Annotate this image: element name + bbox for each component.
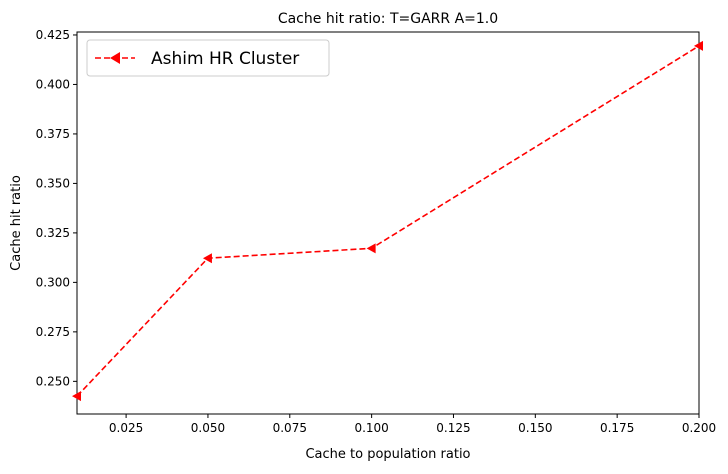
- x-tick-label: 0.125: [436, 421, 470, 435]
- legend-marker-icon: [110, 52, 120, 64]
- data-point-marker: [366, 243, 376, 254]
- data-point-marker: [202, 253, 212, 264]
- chart-title: Cache hit ratio: T=GARR A=1.0: [278, 11, 498, 27]
- x-tick-label: 0.075: [273, 421, 307, 435]
- y-tick-label: 0.300: [36, 275, 70, 289]
- x-tick-label: 0.200: [682, 421, 716, 435]
- series-line: [76, 45, 700, 397]
- y-tick-label: 0.350: [36, 176, 70, 190]
- x-tick-label: 0.050: [191, 421, 225, 435]
- y-tick-label: 0.250: [36, 374, 70, 388]
- x-axis: 0.025 0.050 0.075 0.100 0.125 0.150 0.175 0.200: [109, 414, 716, 435]
- y-tick-label: 0.275: [36, 325, 70, 339]
- x-tick-label: 0.175: [600, 421, 634, 435]
- data-point-marker: [694, 40, 703, 51]
- y-axis: 0.250 0.275 0.300 0.325 0.350 0.375 0.400 0.425: [36, 28, 77, 388]
- y-axis-label: Cache hit ratio: [9, 175, 24, 271]
- data-point-marker: [72, 391, 81, 402]
- plot-area: [76, 31, 700, 415]
- y-tick-label: 0.325: [36, 226, 70, 240]
- y-tick-label: 0.425: [36, 28, 70, 42]
- x-tick-label: 0.100: [354, 421, 388, 435]
- legend-box: [86, 39, 330, 77]
- x-axis-label: Cache to population ratio: [305, 447, 470, 462]
- legend: Ashim HR Cluster: [86, 39, 330, 77]
- y-tick-label: 0.375: [36, 127, 70, 141]
- series-layer: [72, 40, 703, 402]
- plot-frame: [76, 31, 700, 415]
- x-tick-label: 0.150: [518, 421, 552, 435]
- y-tick-label: 0.400: [36, 77, 70, 91]
- x-tick-label: 0.025: [109, 421, 143, 435]
- legend-label: Ashim HR Cluster: [151, 49, 299, 69]
